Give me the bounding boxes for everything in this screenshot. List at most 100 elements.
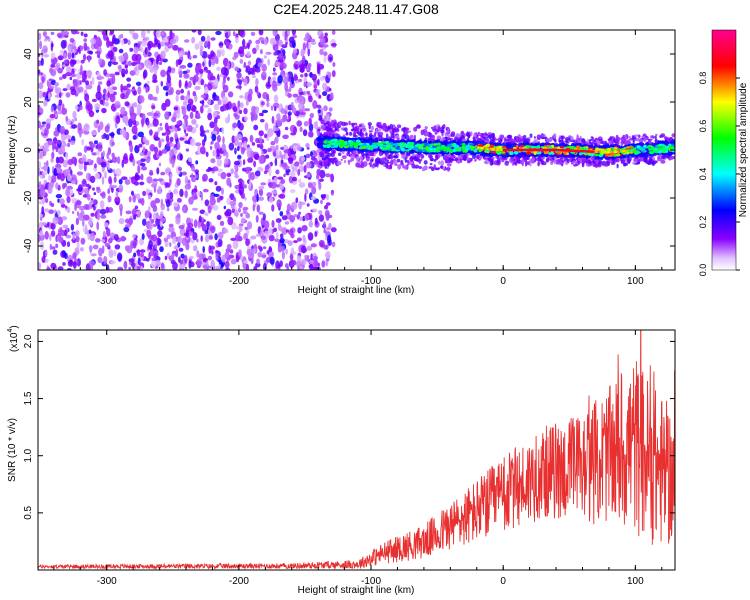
heatmap-noise-cell	[306, 41, 309, 49]
heatmap-noise-cell	[253, 265, 258, 270]
heatmap-noise-cell	[318, 239, 325, 248]
heatmap-noise-cell	[320, 33, 324, 38]
heatmap-halo-cell	[346, 131, 349, 136]
heatmap-halo-cell	[515, 157, 521, 161]
heatmap-noise-cell	[270, 37, 276, 45]
heatmap-noise-cell	[62, 262, 66, 266]
heatmap-noise-cell	[255, 106, 259, 115]
heatmap-noise-cell	[265, 164, 270, 170]
heatmap-noise-cell	[77, 86, 84, 93]
heatmap-noise-cell	[229, 249, 234, 254]
heatmap-noise-cell	[238, 249, 242, 258]
heatmap-noise-cell	[272, 227, 278, 233]
heatmap-halo-cell	[492, 156, 495, 160]
heatmap-noise-cell	[168, 255, 175, 262]
heatmap-noise-cell	[69, 76, 73, 81]
heatmap-noise-cell	[271, 204, 275, 212]
heatmap-noise-cell	[88, 245, 93, 251]
heatmap-noise-cell	[259, 136, 263, 144]
heatmap-noise-cell	[77, 184, 83, 192]
heatmap-noise-cell	[238, 201, 243, 209]
heatmap-noise-cell	[41, 121, 47, 125]
heatmap-noise-cell	[257, 251, 263, 258]
heatmap-noise-cell	[112, 36, 115, 45]
heatmap-noise-cell	[99, 192, 105, 197]
heatmap-noise-cell	[187, 231, 194, 236]
heatmap-noise-cell	[99, 76, 105, 80]
heatmap-noise-cell	[280, 245, 285, 252]
heatmap-noise-cell	[38, 181, 42, 189]
heatmap-noise-cell	[254, 67, 261, 73]
heatmap-noise-cell	[108, 73, 116, 78]
heatmap-noise-cell	[124, 179, 131, 185]
heatmap-noise-cell	[230, 168, 234, 175]
heatmap-noise-cell	[152, 223, 157, 228]
heatmap-noise-cell	[161, 262, 165, 270]
heatmap-noise-cell	[103, 88, 107, 95]
heatmap-noise-cell	[273, 51, 278, 56]
heatmap-noise-cell	[298, 182, 306, 188]
heatmap-noise-cell	[290, 259, 297, 266]
heatmap-noise-cell	[137, 164, 141, 174]
heatmap-noise-cell	[292, 48, 298, 55]
heatmap-noise-cell	[155, 30, 161, 39]
heatmap-noise-cell	[215, 57, 219, 65]
heatmap-noise-cell	[259, 143, 264, 150]
heatmap-noise-cell	[42, 31, 48, 37]
heatmap-noise-cell	[303, 81, 307, 88]
heatmap-noise-cell	[260, 119, 265, 123]
heatmap-noise-cell	[83, 42, 88, 52]
heatmap-noise-cell	[197, 191, 201, 197]
heatmap-noise-cell	[217, 99, 222, 106]
heatmap-noise-cell	[49, 233, 52, 242]
heatmap-noise-cell	[59, 198, 65, 205]
heatmap-noise-cell	[62, 159, 68, 168]
heatmap-halo-cell	[347, 159, 351, 166]
heatmap-noise-cell	[266, 101, 270, 108]
heatmap-halo-cell	[348, 120, 351, 126]
heatmap-noise-cell	[96, 156, 101, 165]
heatmap-noise-cell	[129, 106, 135, 115]
heatmap-noise-cell	[236, 72, 242, 79]
heatmap-halo-cell	[352, 150, 357, 156]
heatmap-noise-cell	[133, 252, 137, 258]
heatmap-halo-cell	[612, 160, 616, 165]
heatmap-noise-cell	[118, 64, 122, 73]
heatmap-noise-cell	[242, 210, 248, 215]
heatmap-halo-cell	[392, 128, 397, 133]
heatmap-noise-cell	[120, 92, 125, 100]
heatmap-halo-cell	[356, 156, 359, 162]
heatmap-noise-cell	[307, 183, 314, 189]
heatmap-halo-cell	[671, 133, 675, 138]
heatmap-noise-cell	[185, 148, 190, 152]
heatmap-noise-cell	[171, 116, 177, 123]
heatmap-noise-cell	[139, 181, 145, 186]
heatmap-noise-cell	[207, 41, 211, 50]
heatmap-noise-cell	[273, 106, 277, 112]
heatmap-noise-cell	[131, 53, 138, 62]
heatmap-noise-cell	[48, 92, 51, 100]
heatmap-noise-cell	[310, 243, 317, 248]
heatmap-noise-cell	[166, 192, 171, 200]
heatmap-noise-cell	[225, 41, 231, 47]
heatmap-noise-cell	[288, 36, 295, 44]
heatmap-halo-cell	[541, 136, 547, 140]
heatmap-noise-cell	[296, 237, 302, 242]
heatmap-noise-cell	[109, 30, 115, 35]
heatmap-noise-cell	[100, 214, 107, 219]
heatmap-noise-cell	[238, 207, 241, 213]
heatmap-halo-cell	[498, 137, 503, 140]
heatmap-noise-cell	[176, 120, 182, 125]
heatmap-halo-cell	[319, 161, 322, 166]
heatmap-noise-cell	[139, 46, 144, 53]
heatmap-noise-cell	[74, 231, 78, 238]
heatmap-noise-cell	[272, 67, 276, 72]
heatmap-noise-cell	[263, 37, 268, 46]
heatmap-noise-cell	[311, 73, 318, 81]
heatmap-noise-cell	[59, 92, 62, 99]
heatmap-noise-cell	[208, 245, 212, 254]
heatmap-noise-cell	[118, 184, 124, 193]
heatmap-noise-cell	[274, 136, 279, 144]
heatmap-halo-cell	[649, 157, 652, 163]
heatmap-noise-cell	[98, 58, 103, 65]
